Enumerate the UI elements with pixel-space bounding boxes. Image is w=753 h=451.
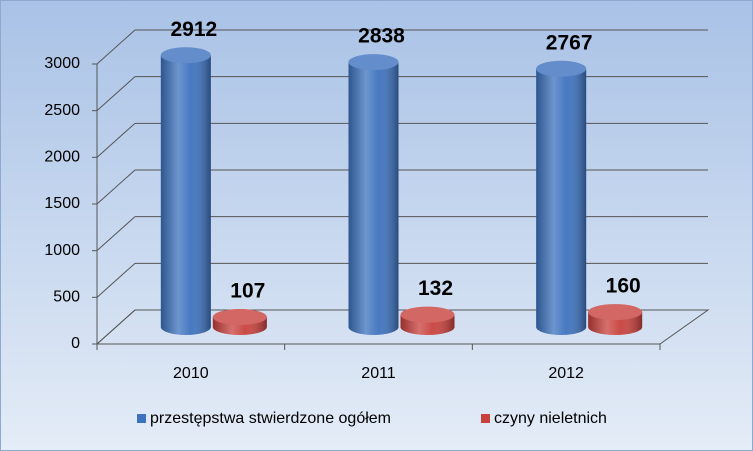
data-label: 2838	[358, 25, 405, 48]
data-label: 132	[418, 277, 453, 300]
legend-swatch	[481, 414, 490, 423]
y-tick-label: 3000	[44, 55, 80, 72]
y-tick-label: 500	[53, 289, 80, 306]
bar-top-highlight	[400, 306, 455, 323]
bar-top-highlight	[588, 304, 643, 321]
data-label: 2767	[546, 31, 593, 54]
bar-top	[400, 306, 455, 323]
legend-label: przestępstwa stwierdzone ogółem	[150, 410, 391, 427]
legend-swatch	[137, 414, 146, 423]
bar-shade	[160, 55, 211, 336]
bar-top-highlight	[348, 54, 399, 71]
bar-top	[348, 54, 399, 71]
grid-line	[96, 169, 136, 205]
bar-shade	[536, 68, 587, 335]
bar-top	[536, 60, 587, 77]
bar-top-highlight	[160, 47, 211, 64]
y-tick-label: 1000	[44, 242, 80, 259]
legend-label: czyny nieletnich	[494, 410, 607, 427]
bar-shade	[348, 62, 399, 336]
grid-line	[96, 216, 136, 252]
bar-top	[212, 309, 267, 326]
data-label: 107	[230, 280, 265, 303]
grid-line	[96, 309, 136, 345]
x-tick-label: 2011	[361, 365, 396, 382]
bar-top-highlight	[212, 309, 267, 326]
bar-top-highlight	[536, 60, 587, 77]
grid-line	[96, 262, 136, 298]
y-tick-label: 0	[71, 335, 80, 352]
data-label: 160	[606, 275, 641, 298]
bar-top	[160, 47, 211, 64]
y-tick-label: 1500	[44, 195, 80, 212]
grid-line	[96, 29, 136, 65]
data-label: 2912	[170, 18, 217, 41]
grid-line	[96, 122, 136, 158]
y-tick-label: 2000	[44, 149, 80, 166]
x-tick-label: 2012	[548, 365, 584, 382]
x-tick-label: 2010	[173, 365, 209, 382]
bar-top	[588, 304, 643, 321]
y-tick-label: 2500	[44, 102, 80, 119]
grid-line	[96, 76, 136, 112]
